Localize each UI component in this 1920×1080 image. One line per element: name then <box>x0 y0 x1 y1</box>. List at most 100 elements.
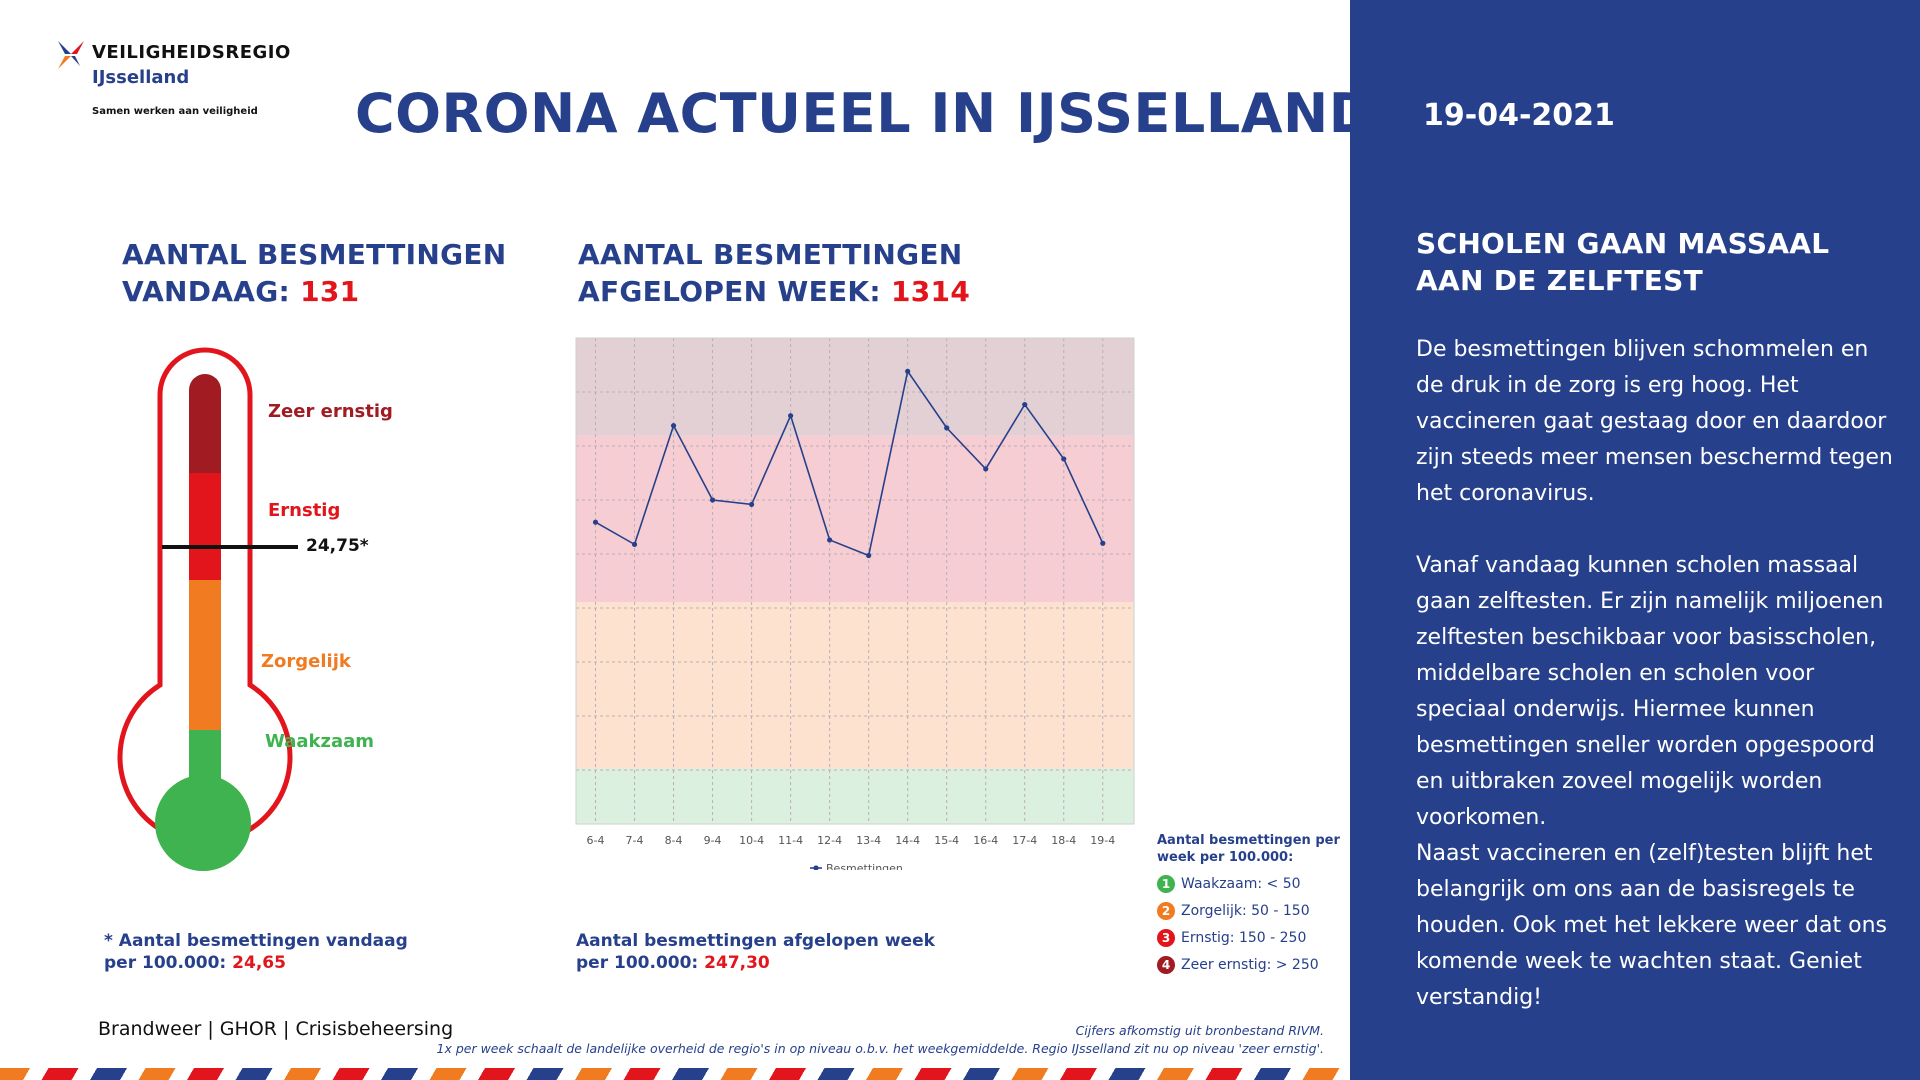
legend-label: Zorgelijk: 50 - 150 <box>1181 903 1310 919</box>
page-title: CORONA ACTUEEL IN IJSSELLAND <box>355 82 1375 145</box>
footer-services: Brandweer | GHOR | Crisisbeheersing <box>98 1018 454 1040</box>
level-legend: Aantal besmettingen per week per 100.000… <box>1157 832 1347 974</box>
today-note: * Aantal besmettingen vandaag per 100.00… <box>104 930 408 974</box>
today-heading-line2: VANDAAG: 131 <box>122 273 507 310</box>
legend-series-name: Besmettingen <box>826 862 903 870</box>
week-note-line1: Aantal besmettingen afgelopen week <box>576 931 935 951</box>
footer-stripes <box>0 1068 1350 1080</box>
zone-label-ernstig: Ernstig <box>268 500 341 521</box>
data-point <box>748 501 755 508</box>
x-tick-label: 13-4 <box>856 834 881 847</box>
source-note: Cijfers afkomstig uit bronbestand RIVM. … <box>437 1022 1324 1058</box>
marker-label: 24,75* <box>306 536 369 556</box>
x-tick-label: 11-4 <box>778 834 803 847</box>
logo-mark-icon <box>58 41 84 69</box>
week-note-label: per 100.000: <box>576 953 699 973</box>
data-point <box>592 519 599 525</box>
legend-series-marker <box>813 865 819 871</box>
week-heading-line2: AFGELOPEN WEEK: 1314 <box>578 273 970 310</box>
x-tick-label: 14-4 <box>895 834 920 847</box>
x-tick-label: 17-4 <box>1012 834 1037 847</box>
legend-item: 4 Zeer ernstig: > 250 <box>1157 956 1347 974</box>
series-line <box>595 369 1104 557</box>
legend-number-icon: 3 <box>1157 929 1175 947</box>
today-note-label: per 100.000: <box>104 953 227 973</box>
x-tick-label: 7-4 <box>626 834 644 847</box>
source-line2: 1x per week schaalt de landelijke overhe… <box>436 1041 1324 1056</box>
data-point <box>1022 401 1028 408</box>
data-point <box>788 413 794 419</box>
news-panel: 19-04-2021 SCHOLEN GAAN MASSAAL AAN DE Z… <box>1350 0 1920 1080</box>
source-line1: Cijfers afkomstig uit bronbestand RIVM. <box>1075 1023 1324 1038</box>
zone-label-waakzaam: Waakzaam <box>265 731 375 752</box>
week-note-line2: per 100.000: 247,30 <box>576 952 935 974</box>
data-point <box>670 423 677 429</box>
x-tick-label: 9-4 <box>704 834 722 847</box>
today-note-line2: per 100.000: 24,65 <box>104 952 408 974</box>
today-heading-label: VANDAAG: <box>122 275 291 308</box>
chart-band <box>576 435 1134 603</box>
legend-items: 1 Waakzaam: < 50 2 Zorgelijk: 50 - 150 3 Erns… <box>1157 875 1347 974</box>
zone-label-zeer-ernstig: Zeer ernstig <box>268 401 393 422</box>
week-note-value: 247,30 <box>704 953 770 973</box>
data-point <box>1100 540 1106 546</box>
week-heading: AANTAL BESMETTINGEN AFGELOPEN WEEK: 1314 <box>578 236 970 310</box>
week-chart: 6-4 7-4 8-4 9-4 10-4 11-4 12-4 13-4 14-4 15-4 16-4… <box>570 330 1150 875</box>
x-tick-label: 6-4 <box>587 834 605 847</box>
data-point <box>944 425 950 431</box>
news-title-line1: SCHOLEN GAAN MASSAAL <box>1416 227 1830 260</box>
legend-label: Ernstig: 150 - 250 <box>1181 930 1307 946</box>
legend-item: 1 Waakzaam: < 50 <box>1157 875 1347 893</box>
x-tick-label: 15-4 <box>934 834 959 847</box>
thermometer: Zeer ernstig Ernstig 24,75* Zorgelijk Wa… <box>110 345 440 915</box>
x-tick-label: 16-4 <box>973 834 998 847</box>
legend-number-icon: 4 <box>1157 956 1175 974</box>
news-date: 19-04-2021 <box>1423 98 1615 133</box>
news-paragraph-1: De besmettingen blijven schommelen en de… <box>1416 337 1893 506</box>
chart-band <box>576 602 1134 769</box>
news-title-line2: AAN DE ZELFTEST <box>1416 264 1704 297</box>
legend-item: 3 Ernstig: 150 - 250 <box>1157 929 1347 947</box>
legend-label: Waakzaam: < 50 <box>1181 876 1301 892</box>
zone-ernstig-bar <box>189 473 221 580</box>
logo-tagline: Samen werken aan veiligheid <box>92 106 258 117</box>
week-heading-label: AFGELOPEN WEEK: <box>578 275 881 308</box>
chart-frame <box>575 337 1135 825</box>
data-point <box>866 552 872 559</box>
legend-number-icon: 1 <box>1157 875 1175 893</box>
week-note: Aantal besmettingen afgelopen week per 1… <box>576 930 935 974</box>
week-chart-svg: 6-4 7-4 8-4 9-4 10-4 11-4 12-4 13-4 14-4 15-4 16-4… <box>575 337 1135 875</box>
logo: VEILIGHEIDSREGIO IJsselland Samen werken… <box>54 38 314 128</box>
today-count: 131 <box>300 275 360 308</box>
today-heading: AANTAL BESMETTINGEN VANDAAG: 131 <box>122 236 507 310</box>
week-count: 1314 <box>890 275 971 308</box>
today-note-line1: * Aantal besmettingen vandaag <box>104 931 408 951</box>
news-paragraph-2: Vanaf vandaag kunnen scholen massaal gaa… <box>1416 553 1884 830</box>
x-tick-label: 10-4 <box>739 834 764 847</box>
legend-number-icon: 2 <box>1157 902 1175 920</box>
chart-band <box>576 338 1134 436</box>
data-point <box>631 541 638 547</box>
data-point <box>709 497 716 503</box>
x-tick-label: 12-4 <box>817 834 842 847</box>
thermometer-graphic <box>117 347 298 871</box>
news-title: SCHOLEN GAAN MASSAAL AAN DE ZELFTEST <box>1416 225 1829 299</box>
zone-zeer-ernstig-bar <box>189 374 221 473</box>
x-tick-label: 18-4 <box>1051 834 1076 847</box>
zone-label-zorgelijk: Zorgelijk <box>261 651 351 672</box>
logo-region-name: IJsselland <box>92 67 190 88</box>
x-tick-label: 19-4 <box>1090 834 1115 847</box>
data-point <box>905 368 911 374</box>
data-point <box>983 466 989 472</box>
news-paragraph-3: Naast vaccineren en (zelf)testen blijft … <box>1416 841 1887 1010</box>
x-tick-label: 8-4 <box>665 834 683 847</box>
today-heading-line1: AANTAL BESMETTINGEN <box>122 238 507 271</box>
today-note-value: 24,65 <box>232 953 286 973</box>
chart-band <box>576 768 1134 824</box>
zone-zorgelijk-bar <box>189 580 221 730</box>
legend-label: Zeer ernstig: > 250 <box>1181 957 1319 973</box>
thermometer-bulb <box>155 775 251 871</box>
data-point <box>827 537 833 543</box>
logo-org-name: VEILIGHEIDSREGIO <box>92 42 291 63</box>
legend-item: 2 Zorgelijk: 50 - 150 <box>1157 902 1347 920</box>
